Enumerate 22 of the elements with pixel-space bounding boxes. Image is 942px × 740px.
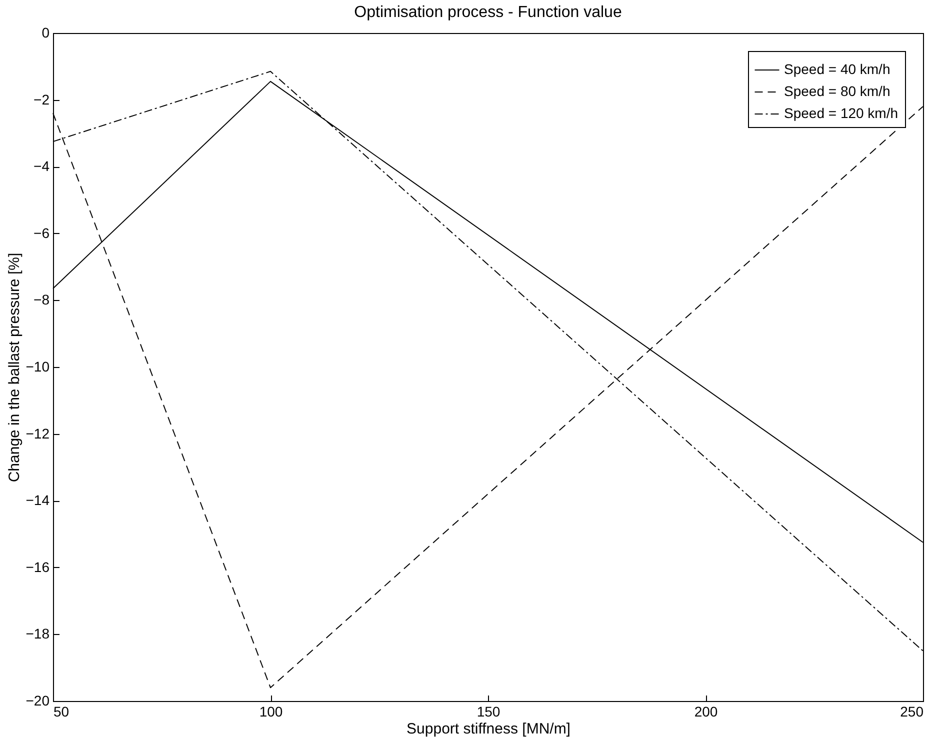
- chart-title: Optimisation process - Function value: [354, 4, 622, 21]
- x-axis-title: Support stiffness [MN/m]: [406, 720, 570, 738]
- legend-label: Speed = 80 km/h: [784, 83, 890, 99]
- y-tick-label: −12: [26, 425, 50, 442]
- y-tick-label: −18: [26, 626, 50, 642]
- y-tick-label: −16: [26, 558, 50, 575]
- y-tick-label: −6: [34, 224, 50, 241]
- legend-label: Speed = 40 km/h: [784, 61, 890, 77]
- legend-label: Speed = 120 km/h: [784, 105, 898, 121]
- x-tick-label: 200: [694, 704, 718, 720]
- x-tick-label: 150: [476, 704, 500, 720]
- y-tick-label: −4: [34, 158, 50, 174]
- y-tick-label: −2: [34, 91, 50, 108]
- x-tick-label: 100: [259, 704, 283, 720]
- y-tick-label: −10: [26, 358, 50, 374]
- y-tick-label: −8: [34, 292, 50, 308]
- y-tick-label: 0: [42, 24, 50, 40]
- x-tick-label: 250: [900, 704, 924, 720]
- y-tick-label: −14: [26, 492, 50, 508]
- x-tick-label: 50: [54, 704, 70, 720]
- y-tick-label: −20: [26, 692, 50, 708]
- y-axis-title: Change in the ballast pressure [%]: [6, 252, 23, 482]
